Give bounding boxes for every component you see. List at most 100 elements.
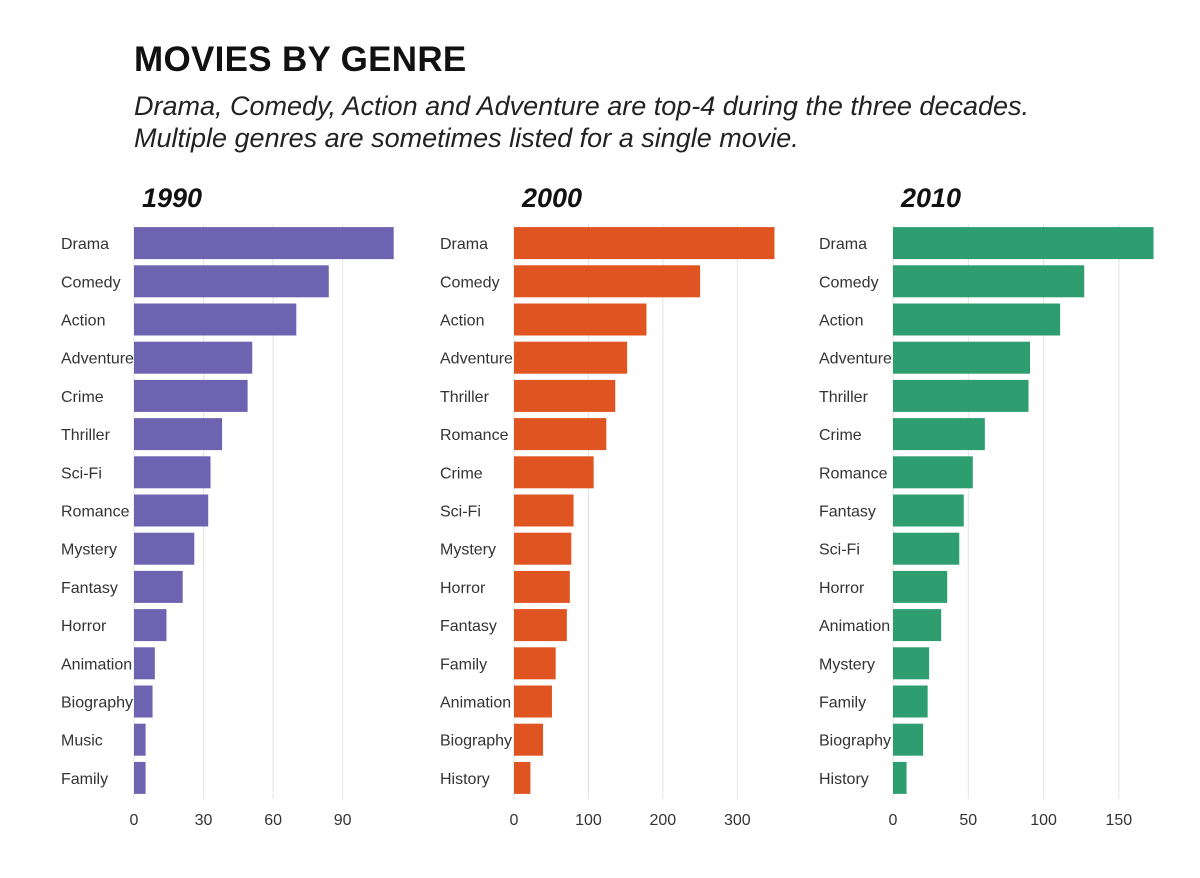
category-label: Action [61,313,105,330]
category-label: Comedy [440,274,500,291]
bar [893,227,1154,260]
category-label: Fantasy [819,504,876,521]
category-label: Action [819,313,863,330]
x-tick-label: 300 [724,812,751,829]
category-label: History [440,771,490,788]
bar [134,379,248,412]
category-label: Action [440,313,484,330]
bar [134,685,153,718]
category-label: Animation [61,656,132,673]
bar [893,494,964,527]
category-label: Music [61,733,103,750]
bar [134,418,223,451]
bar [134,647,155,680]
bar [134,303,297,336]
panel-2010: 0 50 100 150 2010 Drama Comedy Action Adventure T… [819,183,1154,829]
bar [893,456,973,489]
bar [514,532,572,565]
category-label: Horror [61,618,107,635]
category-label: Adventure [819,351,892,368]
category-label: Thriller [440,389,490,406]
category-label: Comedy [61,274,121,291]
category-label: Crime [440,465,483,482]
bar [134,494,209,527]
category-label: Family [819,695,866,712]
category-label: Crime [61,389,104,406]
bar [514,456,594,489]
category-label: Sci-Fi [440,504,481,521]
bar [893,723,924,756]
bar [514,227,775,260]
subtitle-line-1: Drama, Comedy, Action and Adventure are … [134,91,1030,121]
bar [134,570,183,603]
chart-subtitle: Drama, Comedy, Action and Adventure are … [134,90,1029,154]
x-tick-label: 200 [650,812,677,829]
bar [134,456,211,489]
bar [514,647,556,680]
category-label: Drama [440,236,488,253]
bar [514,570,570,603]
bar [893,341,1031,374]
category-label: Drama [61,236,109,253]
bar [134,341,253,374]
bar [893,761,907,794]
category-label: History [819,771,869,788]
bar [134,723,146,756]
category-label: Horror [440,580,486,597]
category-label: Biography [819,733,891,750]
category-label: Animation [440,695,511,712]
category-label: Adventure [440,351,513,368]
x-tick-label: 60 [264,812,282,829]
x-tick-label: 0 [889,812,898,829]
bar [893,685,928,718]
category-label: Crime [819,427,862,444]
category-label: Romance [819,465,888,482]
bar [514,723,544,756]
panel-title: 2000 [521,183,582,213]
bar [514,341,628,374]
panel-2000: 0 100 200 300 2000 Drama Comedy Action Adventure… [440,183,775,829]
category-label: Romance [61,504,130,521]
category-label: Thriller [61,427,111,444]
category-label: Adventure [61,351,134,368]
category-label: Thriller [819,389,869,406]
bar [893,647,930,680]
x-tick-label: 0 [510,812,519,829]
category-label: Mystery [61,542,117,559]
bar [514,685,552,718]
bar [134,609,167,642]
category-label: Biography [440,733,512,750]
category-label: Mystery [440,542,496,559]
bar [134,532,195,565]
bar [893,418,985,451]
category-label: Family [61,771,108,788]
bar [134,227,394,260]
bar [893,570,948,603]
bar [514,494,574,527]
bar [134,265,329,298]
x-tick-label: 100 [1030,812,1057,829]
category-label: Fantasy [440,618,497,635]
category-label: Biography [61,695,133,712]
category-label: Romance [440,427,509,444]
panel-title: 1990 [142,183,202,213]
category-label: Animation [819,618,890,635]
category-label: Sci-Fi [819,542,860,559]
category-label: Fantasy [61,580,118,597]
x-tick-label: 100 [575,812,602,829]
panel-title: 2010 [900,183,961,213]
bar [514,609,567,642]
subtitle-line-2: Multiple genres are sometimes listed for… [134,123,799,153]
x-tick-label: 0 [130,812,139,829]
bar [514,418,607,451]
category-label: Family [440,656,487,673]
x-tick-label: 90 [334,812,352,829]
bar [893,379,1029,412]
bar [893,609,942,642]
bar [514,379,616,412]
bar [893,303,1061,336]
bar [514,265,701,298]
category-label: Mystery [819,656,875,673]
x-tick-label: 30 [195,812,213,829]
